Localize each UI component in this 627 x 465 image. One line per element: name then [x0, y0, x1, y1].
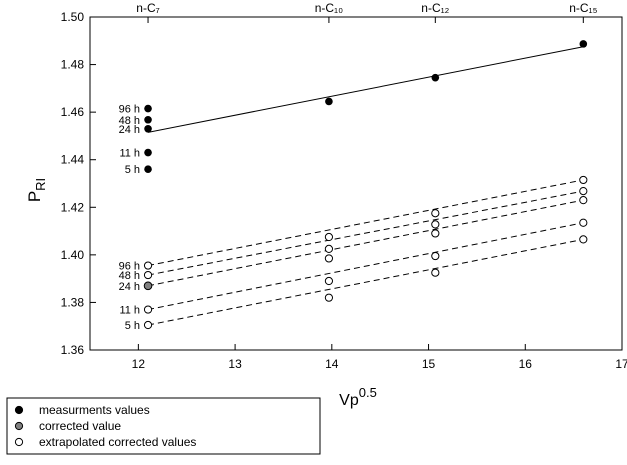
extrapolated-point — [431, 268, 440, 277]
legend-marker — [14, 437, 24, 447]
extrapolated-point — [324, 293, 334, 302]
measured-point — [144, 165, 152, 174]
extrapolated-time-label: 96 h — [119, 261, 140, 273]
measured-time-label: 96 h — [119, 104, 140, 116]
top-axis-label: n-C₇ — [136, 1, 159, 15]
extrapolated-point — [579, 175, 588, 185]
extrapolated-time-label: 48 h — [119, 270, 140, 282]
extrapolated-line — [147, 179, 584, 267]
measured-time-label: 48 h — [119, 115, 140, 127]
y-tick-label: 1.46 — [61, 105, 85, 119]
top-axis-label: n-C₁₂ — [421, 1, 449, 15]
y-tick-label: 1.50 — [61, 10, 85, 24]
extrapolated-line — [147, 222, 584, 311]
top-axis-label: n-C₁₅ — [569, 1, 597, 15]
extrapolated-time-label: 11 h — [119, 305, 140, 317]
x-tick-label: 16 — [519, 357, 533, 371]
y-tick-label: 1.36 — [61, 343, 85, 357]
extrapolated-point — [431, 220, 440, 229]
extrapolated-line — [147, 190, 584, 276]
extrapolated-point — [143, 305, 153, 314]
lines-layer — [147, 46, 584, 326]
measured-fit-line — [147, 46, 584, 133]
legend-marker — [14, 405, 24, 415]
y-axis-title: PRI — [25, 178, 48, 202]
x-axis-title-base: Vp — [339, 392, 359, 409]
legend-label: measurments values — [39, 403, 150, 417]
y-axis-title-base: P — [25, 191, 44, 202]
legend-label: extrapolated corrected values — [39, 435, 196, 449]
legend-items: measurments values corrected value extrapo… — [14, 403, 196, 449]
y-tick-label: 1.42 — [61, 200, 85, 214]
y-axis-title-sub: RI — [33, 178, 48, 191]
extrapolated-point — [324, 232, 334, 242]
extrapolated-point — [324, 276, 334, 286]
x-tick-label: 13 — [228, 357, 242, 371]
axes-layer: 12 13 14 15 16 17 1.36 1.38 1.40 1.42 1.44 1.46 1.48… — [61, 1, 627, 371]
measured-point — [144, 124, 152, 133]
labels-layer: 96 h48 h24 h11 h5 h96 h48 h24 h11 h5 h — [119, 104, 140, 332]
extrapolated-point — [431, 229, 440, 238]
x-tick-label: 12 — [132, 357, 146, 371]
extrapolated-point — [143, 270, 153, 280]
x-axis-title: Vp0.5 — [339, 385, 377, 409]
legend: measurments values corrected value extrapo… — [6, 397, 321, 455]
extrapolated-point — [143, 261, 153, 270]
plot-frame — [89, 16, 623, 351]
measured-alkane-point — [579, 40, 588, 48]
measured-point — [144, 148, 152, 157]
y-tick-label: 1.48 — [61, 58, 85, 72]
x-tick-label: 15 — [422, 357, 436, 371]
extrapolated-time-label: 5 h — [125, 320, 140, 332]
top-axis-label: n-C₁₀ — [315, 1, 343, 15]
legend-marker — [14, 421, 24, 431]
extrapolated-point — [431, 209, 440, 218]
legend-label: corrected value — [39, 419, 121, 433]
measured-alkane-point — [325, 97, 333, 106]
corrected-point — [143, 281, 153, 291]
measured-time-label: 5 h — [125, 164, 140, 176]
extrapolated-point — [579, 218, 588, 227]
measured-point — [144, 115, 152, 124]
extrapolated-point — [431, 251, 440, 261]
x-axis-title-sup: 0.5 — [359, 385, 377, 400]
extrapolated-line — [147, 238, 584, 326]
extrapolated-point — [324, 244, 334, 254]
extrapolated-point — [579, 187, 588, 196]
measured-time-label: 11 h — [119, 148, 140, 160]
extrapolated-line — [147, 199, 584, 287]
legend-box — [6, 397, 321, 455]
x-tick-label: 17 — [615, 357, 627, 371]
extrapolated-point — [579, 235, 588, 244]
y-tick-label: 1.44 — [61, 153, 85, 167]
measured-point — [144, 104, 152, 113]
y-tick-label: 1.38 — [61, 295, 85, 309]
extrapolated-point — [324, 254, 334, 263]
extrapolated-point — [579, 196, 588, 205]
points-layer — [143, 40, 588, 330]
measured-alkane-point — [431, 73, 440, 82]
extrapolated-time-label: 24 h — [119, 281, 140, 293]
measured-time-label: 24 h — [119, 124, 140, 136]
extrapolated-point — [143, 320, 153, 330]
y-tick-label: 1.40 — [61, 248, 85, 262]
x-tick-label: 14 — [325, 357, 339, 371]
